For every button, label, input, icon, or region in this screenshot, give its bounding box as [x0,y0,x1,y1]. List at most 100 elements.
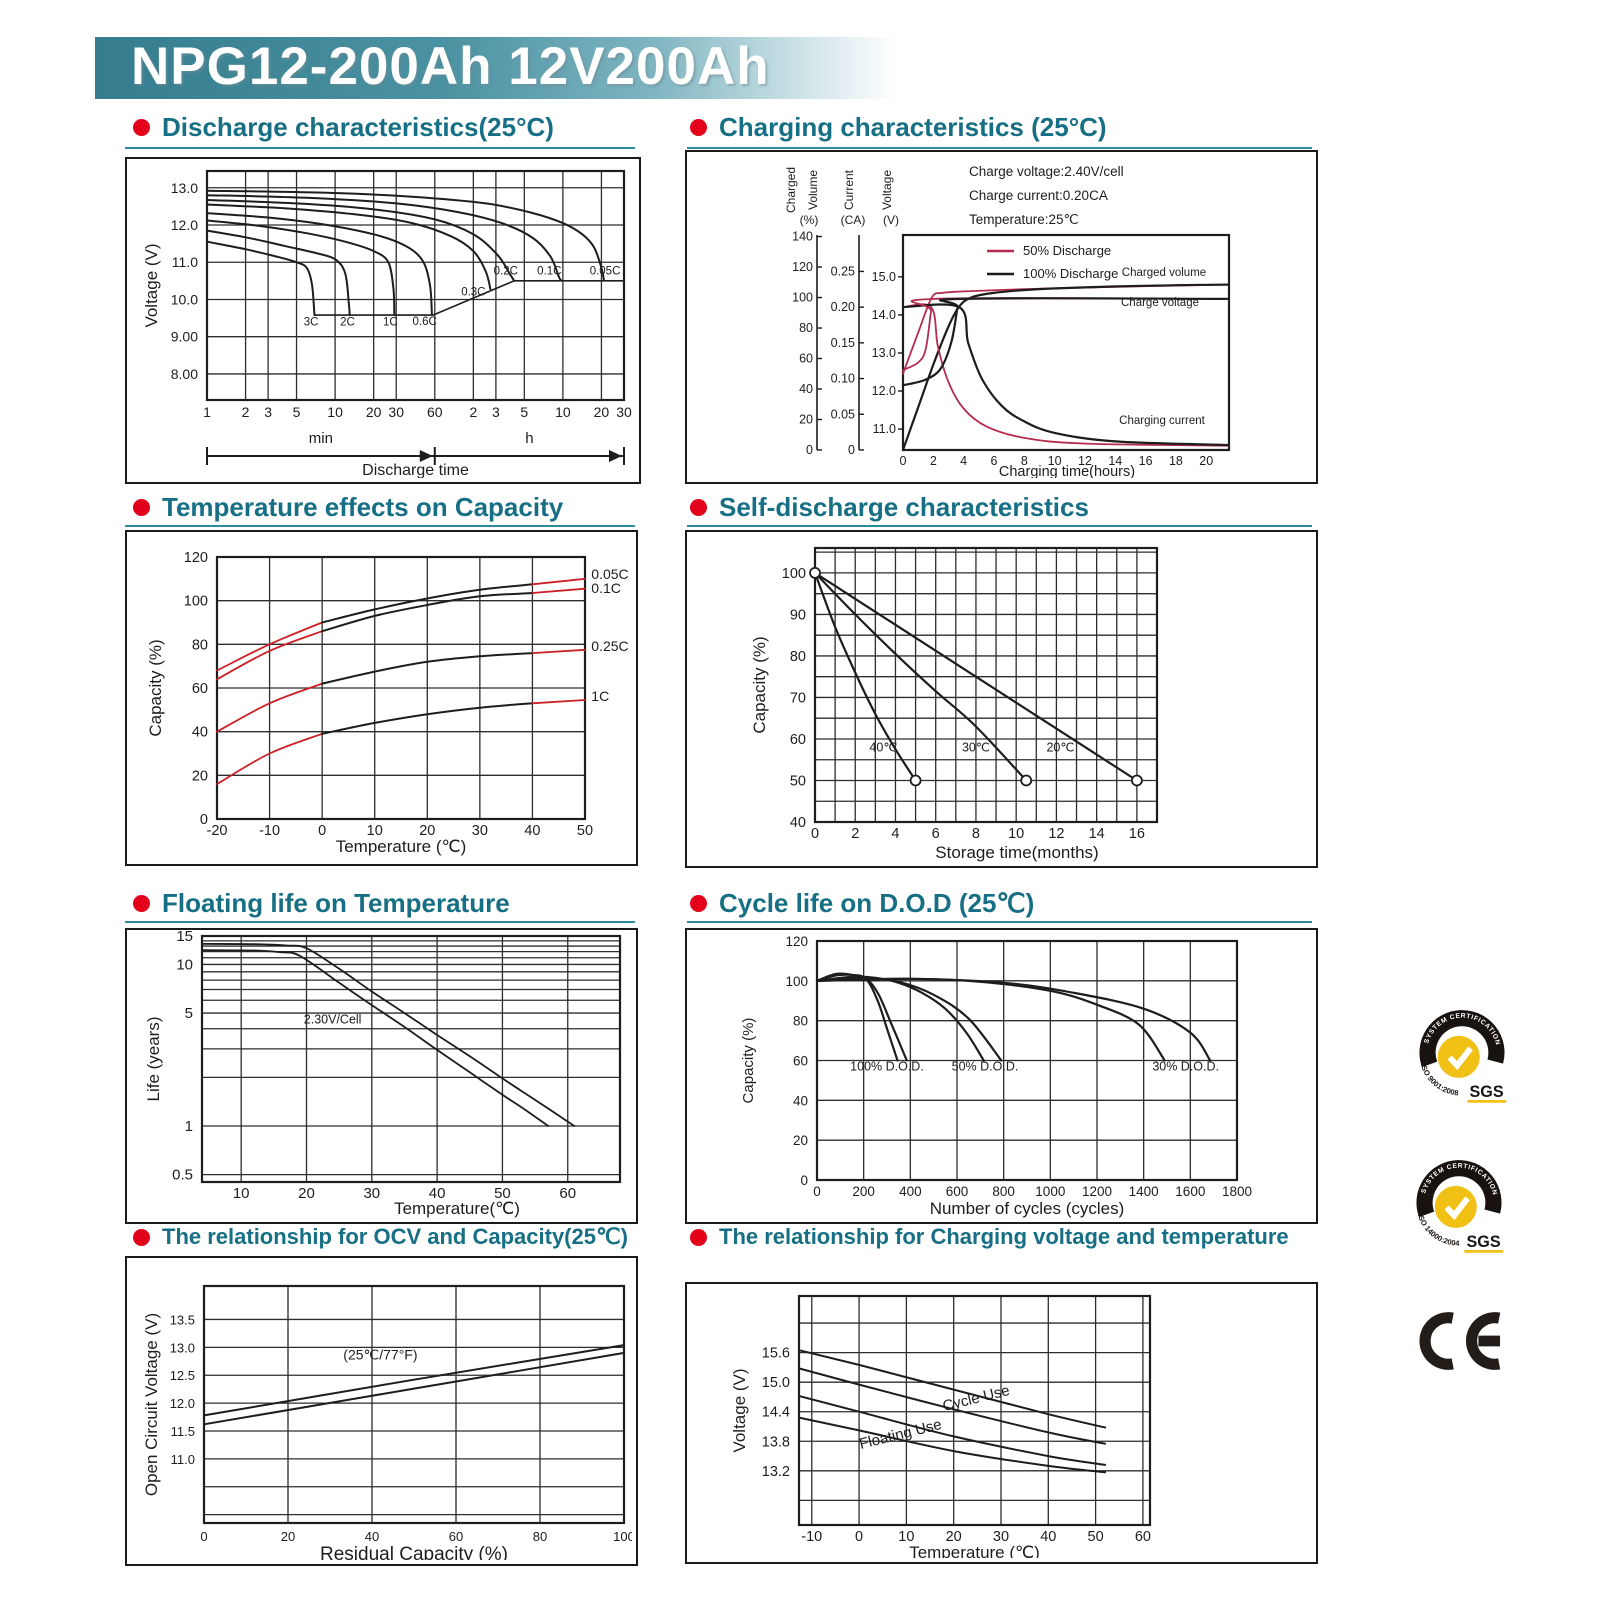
svg-text:0.10: 0.10 [831,372,855,386]
svg-text:11.5: 11.5 [171,1424,195,1439]
svg-text:2C: 2C [340,317,355,329]
svg-text:6: 6 [932,826,940,842]
check-icon [1447,1046,1473,1071]
svg-text:20: 20 [298,1185,315,1202]
svg-text:Voltage: Voltage [880,170,894,210]
svg-text:10: 10 [233,1185,250,1202]
svg-text:20: 20 [281,1529,295,1544]
svg-text:Charging current: Charging current [1119,415,1205,427]
section-header-charge-voltage-temp: The relationship for Charging voltage an… [690,1224,1289,1250]
svg-text:3C: 3C [304,317,319,329]
svg-text:Charged volume: Charged volume [1122,267,1206,279]
svg-text:0.2C: 0.2C [494,266,518,278]
svg-text:120: 120 [184,550,208,566]
svg-text:40: 40 [524,823,540,839]
svg-text:0: 0 [200,812,208,828]
svg-text:8: 8 [972,826,980,842]
svg-text:10: 10 [176,956,193,973]
svg-text:30: 30 [472,823,488,839]
svg-text:15.0: 15.0 [872,270,896,284]
svg-text:1400: 1400 [1129,1184,1159,1199]
svg-text:11.0: 11.0 [873,422,896,436]
svg-text:50: 50 [494,1185,511,1202]
svg-text:Number of cycles (cycles): Number of cycles (cycles) [930,1199,1125,1218]
svg-text:Volume: Volume [806,170,820,210]
svg-text:80: 80 [790,649,806,665]
svg-text:4: 4 [960,454,967,468]
svg-text:100: 100 [184,594,208,610]
section-title: Temperature effects on Capacity [162,492,564,522]
svg-text:60: 60 [793,1054,808,1069]
discharge-characteristics-chart: 1 2 3 5 10 20 30 60 2 3 5 10 20 30 13.0 12.0 11.0 10.0 9.0… [125,157,641,484]
svg-text:20: 20 [192,768,208,784]
svg-text:14.4: 14.4 [762,1405,790,1421]
svg-text:12: 12 [1048,826,1064,842]
svg-text:800: 800 [992,1184,1015,1199]
section-header-discharge: Discharge characteristics(25°C) [133,112,554,143]
svg-text:Charge voltage: Charge voltage [1121,297,1199,309]
section-title: The relationship for OCV and Capacity(25… [162,1224,629,1249]
svg-text:30℃: 30℃ [962,740,990,754]
svg-text:0.5: 0.5 [172,1167,193,1184]
svg-text:0.3C: 0.3C [461,287,485,299]
svg-text:5: 5 [293,404,301,420]
badge-brand-underline [1467,1100,1507,1103]
svg-text:10: 10 [1048,454,1062,468]
title-underline [687,525,1312,527]
svg-text:12.0: 12.0 [171,217,198,233]
svg-text:80: 80 [533,1529,547,1544]
badge-brand: SGS [1470,1083,1504,1101]
bullet-icon [133,499,150,516]
svg-text:3: 3 [492,404,500,420]
svg-text:Voltage (V): Voltage (V) [730,1368,749,1452]
section-header-cycle-life: Cycle life on D.O.D (25℃) [690,888,1034,919]
svg-text:1200: 1200 [1082,1184,1112,1199]
discharge-chart-svg: 1 2 3 5 10 20 30 60 2 3 5 10 20 3013.012.011.010.09.0… [142,169,632,478]
svg-text:50: 50 [1088,1529,1104,1545]
svg-text:Discharge time: Discharge time [362,462,469,478]
svg-text:20: 20 [799,413,813,427]
title-underline [687,147,1312,149]
section-header-charging: Charging characteristics (25°C) [690,112,1107,143]
svg-text:0.1C: 0.1C [591,580,621,596]
svg-text:0: 0 [813,1184,821,1199]
svg-text:1: 1 [203,404,211,420]
svg-text:0.05: 0.05 [831,407,855,421]
svg-text:100: 100 [792,291,813,305]
svg-text:15: 15 [176,930,193,945]
svg-text:50: 50 [790,773,806,789]
svg-text:0: 0 [200,1529,207,1544]
badge-brand-underline [1464,1250,1504,1253]
section-title: Floating life on Temperature [162,888,510,918]
svg-text:14: 14 [1108,454,1122,468]
section-header-floating-life: Floating life on Temperature [133,888,510,919]
ocv-capacity-chart: 0 20 40 60 80 100 13.5 13.0 12.5 12.0 11.5 11.0 Open… [125,1256,638,1566]
product-banner: NPG12-200Ah 12V200Ah [95,37,955,99]
svg-text:40: 40 [793,1093,808,1108]
svg-text:13.2: 13.2 [762,1464,790,1480]
svg-text:12.5: 12.5 [170,1368,195,1383]
ce-mark [1419,1312,1501,1370]
bullet-icon [690,895,707,912]
svg-text:Charging time(hours): Charging time(hours) [999,464,1135,478]
badge-check-circle [1434,1185,1477,1228]
bullet-icon [133,119,150,136]
svg-text:min: min [309,430,333,447]
section-title: Discharge characteristics(25°C) [162,112,554,142]
bullet-icon [133,895,150,912]
svg-text:40: 40 [1040,1529,1056,1545]
section-header-ocv: The relationship for OCV and Capacity(25… [133,1224,628,1250]
svg-text:13.0: 13.0 [171,180,198,196]
svg-text:Charge current:0.20CA: Charge current:0.20CA [969,188,1108,203]
svg-text:10: 10 [367,823,383,839]
svg-text:0.05C: 0.05C [590,266,621,278]
svg-text:100: 100 [613,1529,632,1544]
svg-text:30% D.O.D.: 30% D.O.D. [1152,1059,1219,1073]
svg-text:10: 10 [327,404,343,420]
svg-text:40: 40 [429,1185,446,1202]
charging-characteristics-chart: 0 2 4 6 8 10 12 14 16 18 20 Charging time(hours) 0 20… [685,150,1318,484]
ocv-capacity-svg: 0 20 40 60 80 100 13.5 13.0 12.5 12.0 11.5 11.0 Open… [142,1284,632,1560]
badge-arc [1419,1010,1505,1068]
svg-text:10: 10 [898,1529,914,1545]
svg-text:40: 40 [192,725,208,741]
